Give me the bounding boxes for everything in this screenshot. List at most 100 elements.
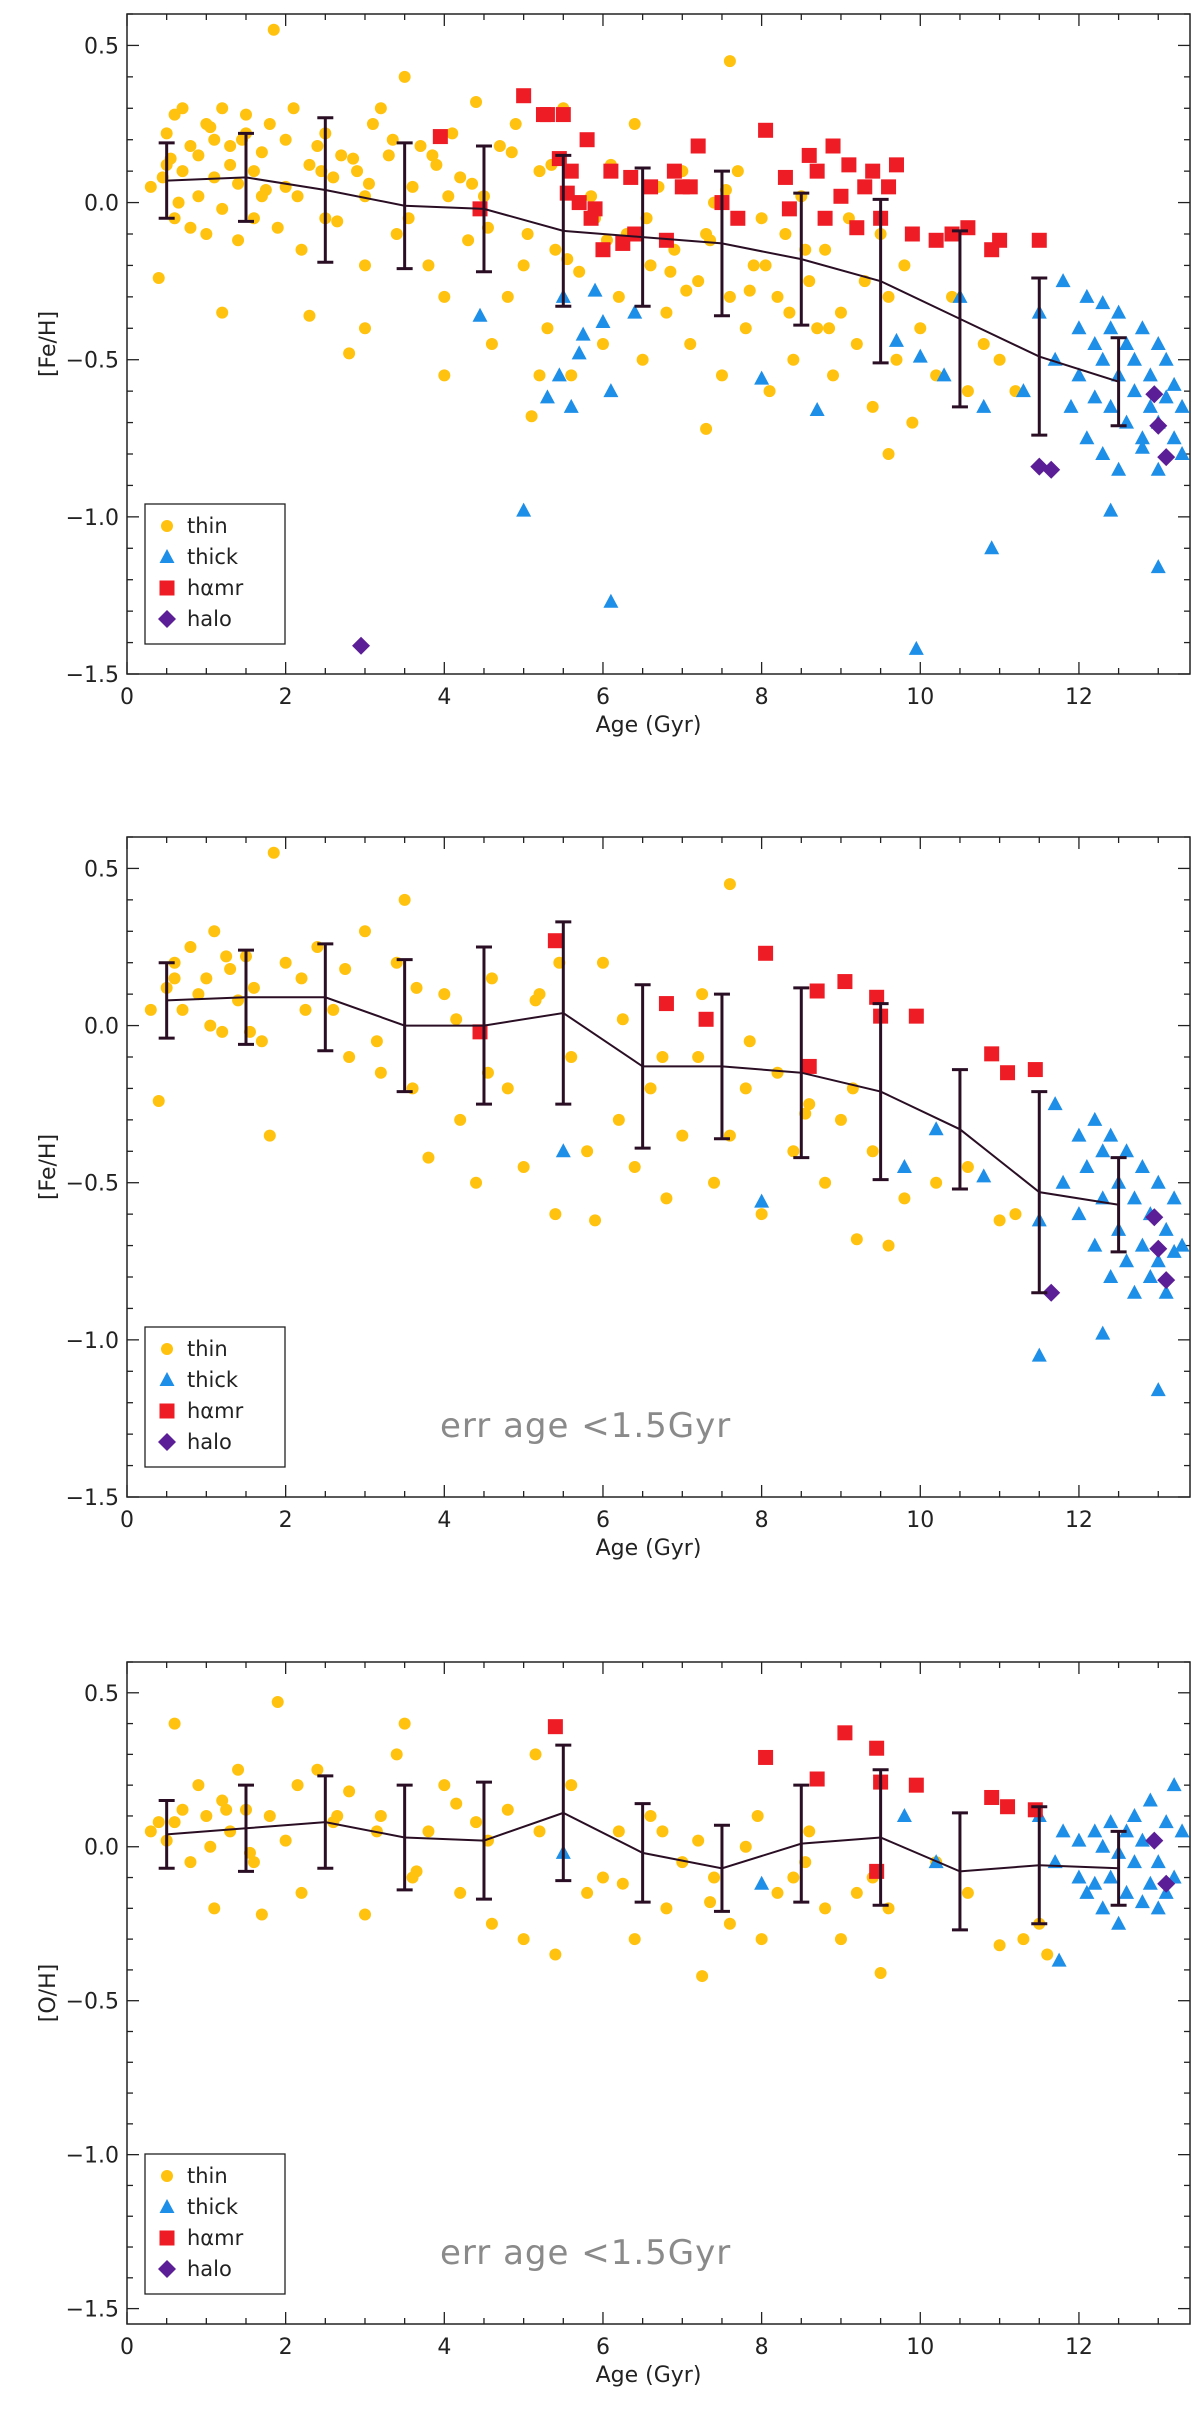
thin-point: [152, 272, 165, 284]
thin-point: [517, 1161, 530, 1173]
thick-point: [627, 304, 643, 319]
thin-point: [295, 243, 308, 256]
thick-point: [555, 1143, 571, 1158]
thick-point: [603, 383, 619, 398]
legend-marker-thin: [161, 2170, 173, 2182]
thick-point: [1087, 1111, 1103, 1126]
thin-point: [410, 981, 423, 994]
thin-point: [216, 1794, 229, 1807]
thin-point: [279, 956, 292, 969]
x-tick-label: 0: [120, 1508, 134, 1533]
thin-point: [731, 165, 744, 178]
thick-point: [1166, 1777, 1182, 1792]
thick-point: [1142, 367, 1158, 382]
thin-point: [898, 259, 911, 272]
y-tick-label: 0.0: [84, 192, 119, 217]
hamr-point: [555, 107, 571, 123]
error-bar: [1031, 276, 1048, 437]
thin-point: [616, 1877, 629, 1890]
thin-point: [771, 290, 784, 303]
thick-point: [936, 367, 952, 382]
y-axis-label: [Fe/H]: [36, 311, 61, 377]
thin-point: [466, 177, 479, 190]
x-tick-label: 4: [437, 685, 451, 710]
thick-point: [1134, 1159, 1150, 1173]
thin-point: [398, 70, 411, 83]
thick-point: [1126, 1190, 1142, 1205]
thin-point: [581, 1145, 594, 1158]
y-tick-label: −1.0: [66, 506, 119, 531]
thick-point: [1166, 1243, 1182, 1258]
thick-point: [908, 640, 924, 655]
thin-point: [200, 972, 213, 985]
hamr-point: [777, 169, 793, 185]
thick-point: [1111, 461, 1127, 476]
thick-point: [1103, 320, 1119, 335]
hamr-point: [583, 210, 599, 226]
thin-point: [160, 127, 173, 140]
x-tick-label: 6: [596, 685, 610, 710]
thin-point: [977, 338, 990, 350]
thin-point: [462, 234, 475, 247]
thin-point: [700, 422, 713, 435]
thin-point: [644, 1082, 657, 1095]
thin-point: [327, 1003, 340, 1016]
thin-point: [216, 202, 229, 215]
thin-point: [961, 385, 974, 398]
thin-point: [152, 1095, 165, 1107]
thin-point: [834, 306, 847, 319]
error-bar: [555, 920, 572, 1106]
error-bar: [872, 197, 889, 365]
thick-point: [1166, 376, 1182, 391]
thin-point: [692, 1051, 705, 1063]
thin-point: [549, 243, 562, 256]
thin-point: [743, 1035, 756, 1048]
thick-point: [1142, 398, 1158, 413]
chart-panel-bottom: 0 2 4 6 8 10 12 0.5 0.0 −0.5 −1.0 −1.5 Age (Gyr) [O/H…: [0, 1640, 1200, 2426]
thick-point: [1174, 398, 1190, 413]
thin-point: [390, 1748, 403, 1761]
thick-point: [1134, 430, 1150, 445]
thick-point: [1134, 439, 1150, 454]
x-axis-label: Age (Gyr): [596, 2363, 702, 2388]
y-tick-label: −0.5: [66, 349, 119, 374]
thin-point: [450, 1013, 463, 1026]
thin-point: [216, 1025, 229, 1038]
thin-point: [636, 353, 649, 366]
hamr-point: [888, 157, 904, 173]
thin-point: [759, 259, 772, 272]
y-tick-label: 0.0: [84, 1015, 119, 1040]
thin-point: [232, 994, 245, 1007]
thick-point: [754, 1875, 770, 1890]
halo-point: [1149, 416, 1168, 435]
x-tick-label: 6: [596, 1508, 610, 1533]
error-bar: [872, 1768, 889, 1907]
thick-point: [976, 1168, 992, 1183]
thick-point: [1150, 1854, 1166, 1869]
thin-point: [343, 1051, 356, 1063]
legend: thin thick hαmr halo: [144, 503, 286, 645]
x-tick-label: 6: [596, 2335, 610, 2360]
thick-point: [888, 332, 904, 347]
thick-point: [1126, 1854, 1142, 1869]
thin-point: [644, 259, 657, 272]
hamr-point: [944, 226, 960, 242]
hamr-point: [547, 933, 563, 949]
thin-point: [676, 1129, 689, 1142]
thick-point: [551, 367, 567, 382]
thin-point: [339, 963, 352, 975]
thin-point: [295, 1886, 308, 1899]
thin-point: [224, 158, 237, 171]
thin-point: [200, 228, 213, 240]
thin-point: [565, 1779, 578, 1792]
thin-point: [596, 338, 609, 350]
thin-point: [422, 1825, 435, 1838]
thin-point: [850, 338, 863, 350]
thick-point: [1111, 304, 1127, 319]
thin-point: [1041, 1948, 1054, 1961]
thick-point: [1095, 351, 1111, 366]
thin-point: [787, 1871, 800, 1884]
thin-point: [311, 1763, 324, 1776]
error-bar: [237, 1783, 254, 1873]
x-tick-label: 12: [1065, 2335, 1093, 2360]
